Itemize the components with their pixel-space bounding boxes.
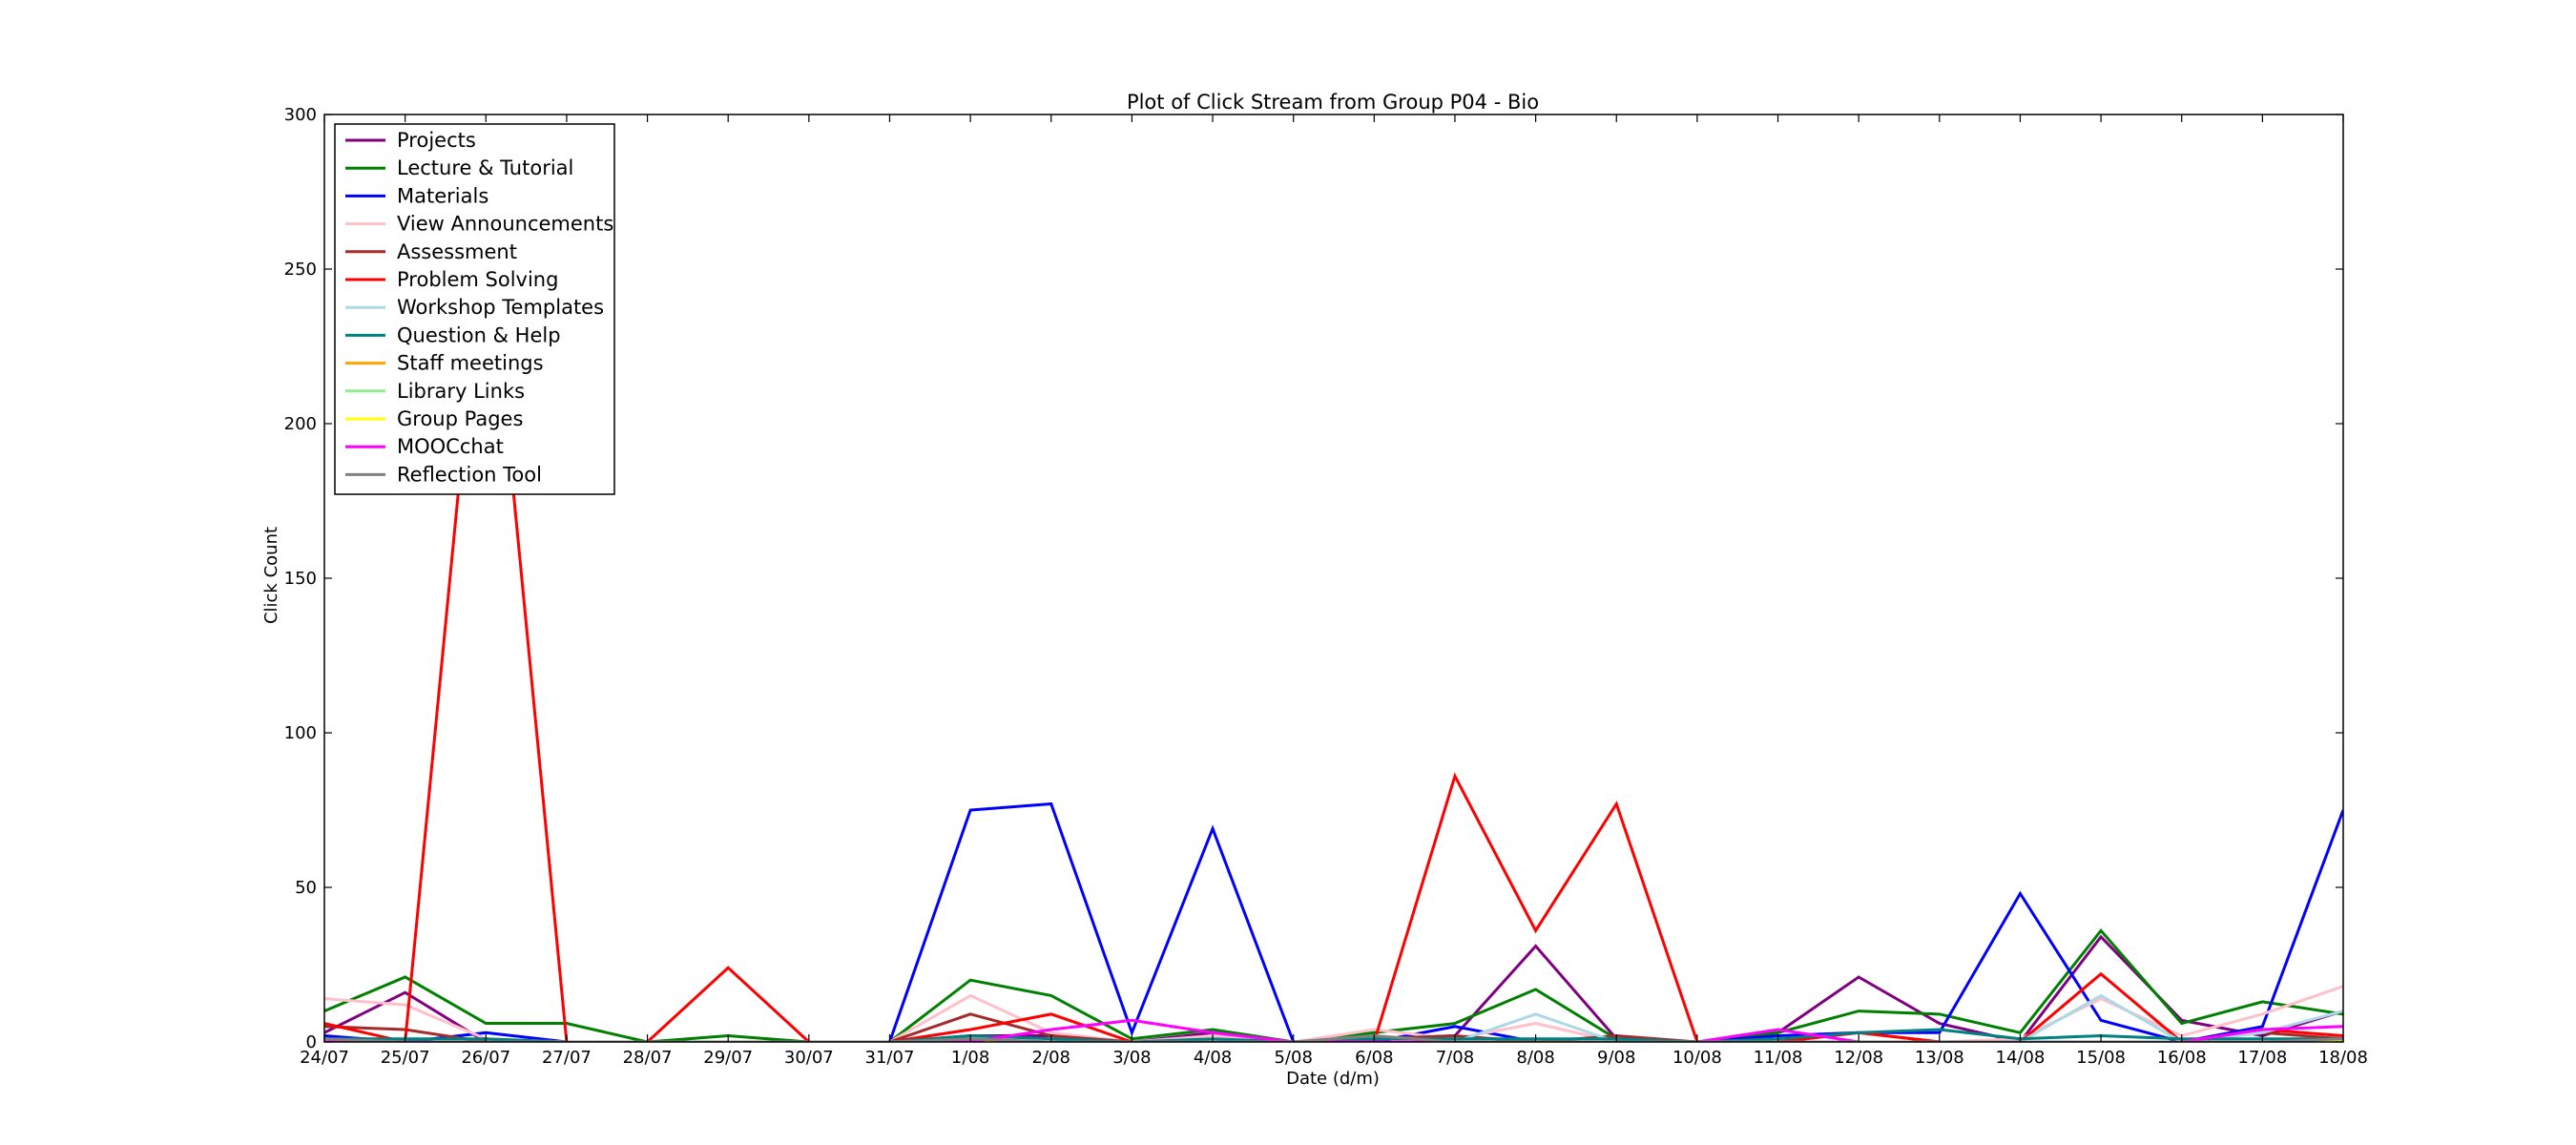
legend-label-group-pages: Group Pages — [397, 407, 523, 430]
x-tick-label: 26/07 — [461, 1048, 510, 1068]
legend-label-problem-solving: Problem Solving — [397, 268, 558, 291]
legend-box — [334, 123, 615, 495]
x-tick-label: 14/08 — [1996, 1048, 2046, 1068]
x-tick-label: 7/08 — [1436, 1048, 1474, 1068]
y-tick-label: 150 — [284, 569, 317, 589]
legend-label-staff-meetings: Staff meetings — [397, 352, 544, 375]
legend-label-reflection-tool: Reflection Tool — [397, 463, 542, 486]
x-tick-label: 9/08 — [1597, 1048, 1635, 1068]
legend-label-projects: Projects — [397, 129, 476, 152]
x-tick-label: 1/08 — [951, 1048, 989, 1068]
x-tick-label: 28/07 — [623, 1048, 673, 1068]
legend-label-materials: Materials — [397, 184, 488, 207]
legend: Projects Lecture & Tutorial Materials View … — [334, 123, 615, 495]
series-layer — [324, 207, 2343, 1042]
legend-label-view-announcements: View Announcements — [397, 213, 613, 236]
y-tick-label: 250 — [284, 260, 317, 280]
legend-label-workshop-templates: Workshop Templates — [397, 296, 604, 319]
x-tick-label: 29/07 — [703, 1048, 753, 1068]
chart-title: Plot of Click Stream from Group P04 - Bi… — [1127, 91, 1539, 114]
x-tick-label: 3/08 — [1112, 1048, 1151, 1068]
x-tick-label: 24/07 — [300, 1048, 349, 1068]
x-tick-label: 15/08 — [2076, 1048, 2126, 1068]
legend-label-library-links: Library Links — [397, 380, 525, 403]
legend-label-assessment: Assessment — [397, 240, 517, 263]
y-axis-label: Click Count — [261, 527, 281, 624]
x-tick-label: 31/07 — [865, 1048, 915, 1068]
x-tick-label: 10/08 — [1672, 1048, 1722, 1068]
series-line-problem-solving — [324, 207, 2343, 1042]
plot-frame — [323, 114, 2344, 1043]
y-tick-label: 200 — [284, 414, 317, 434]
x-tick-label: 30/07 — [784, 1048, 834, 1068]
series-line-reflection-tool — [324, 1034, 2343, 1042]
x-tick-label: 17/08 — [2237, 1048, 2287, 1068]
series-line-materials — [324, 802, 2343, 1042]
x-tick-label: 12/08 — [1834, 1048, 1883, 1068]
x-tick-label: 25/07 — [381, 1048, 430, 1068]
series-line-view-announcements — [324, 985, 2343, 1042]
x-tick-label: 6/08 — [1355, 1048, 1393, 1068]
x-tick-label: 18/08 — [2318, 1048, 2368, 1068]
y-tick-label: 0 — [306, 1032, 317, 1052]
x-tick-label: 16/08 — [2157, 1048, 2207, 1068]
legend-label-lecture-tutorial: Lecture & Tutorial — [397, 156, 573, 179]
legend-label-moocchat: MOOCchat — [397, 435, 504, 458]
x-axis-label: Date (d/m) — [1286, 1069, 1380, 1089]
x-tick-label: 5/08 — [1274, 1048, 1312, 1068]
x-tick-label: 27/07 — [542, 1048, 592, 1068]
x-tick-label: 4/08 — [1194, 1048, 1232, 1068]
x-tick-label: 11/08 — [1754, 1048, 1803, 1068]
y-tick-label: 50 — [295, 878, 317, 898]
x-tick-label: 8/08 — [1516, 1048, 1554, 1068]
legend-label-question-help: Question & Help — [397, 323, 561, 346]
x-tick-label: 13/08 — [1915, 1048, 1964, 1068]
ticks-layer: 24/07 25/07 26/07 27/07 28/07 29/07 30/07 31/07… — [284, 105, 2368, 1068]
y-tick-label: 100 — [284, 723, 317, 743]
y-tick-label: 300 — [284, 105, 317, 125]
x-tick-label: 2/08 — [1032, 1048, 1070, 1068]
series-line-question-help — [324, 1028, 2343, 1042]
